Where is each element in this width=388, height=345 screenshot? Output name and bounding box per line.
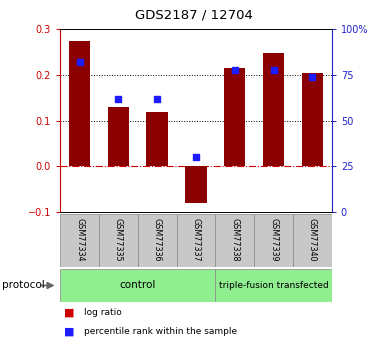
- Text: triple-fusion transfected: triple-fusion transfected: [219, 281, 328, 290]
- Bar: [215, 214, 254, 267]
- Bar: [224, 68, 246, 166]
- Text: GSM77335: GSM77335: [114, 218, 123, 262]
- Point: [309, 74, 315, 80]
- Text: GSM77334: GSM77334: [75, 218, 84, 262]
- Text: GSM77340: GSM77340: [308, 218, 317, 262]
- Bar: [215, 269, 332, 302]
- Point: [154, 96, 160, 101]
- Text: GSM77339: GSM77339: [269, 218, 278, 262]
- Bar: [69, 41, 90, 166]
- Bar: [254, 214, 293, 267]
- Text: ■: ■: [64, 307, 74, 317]
- Bar: [263, 53, 284, 166]
- Point: [270, 67, 277, 72]
- Bar: [302, 73, 323, 166]
- Bar: [60, 214, 99, 267]
- Bar: [147, 112, 168, 166]
- Bar: [138, 214, 177, 267]
- Point: [115, 96, 121, 101]
- Text: GSM77336: GSM77336: [152, 218, 162, 262]
- Bar: [108, 107, 129, 166]
- Text: GSM77337: GSM77337: [191, 218, 201, 262]
- Text: log ratio: log ratio: [84, 308, 122, 317]
- Bar: [60, 269, 215, 302]
- Point: [232, 67, 238, 72]
- Point: [76, 59, 83, 65]
- Text: GDS2187 / 12704: GDS2187 / 12704: [135, 9, 253, 22]
- Text: ■: ■: [64, 327, 74, 337]
- Text: GSM77338: GSM77338: [230, 218, 239, 262]
- Text: percentile rank within the sample: percentile rank within the sample: [84, 327, 237, 336]
- Bar: [99, 214, 138, 267]
- Text: protocol: protocol: [2, 280, 45, 290]
- Text: control: control: [120, 280, 156, 290]
- Point: [193, 155, 199, 160]
- Bar: [177, 214, 215, 267]
- Bar: [185, 166, 207, 203]
- Bar: [293, 214, 332, 267]
